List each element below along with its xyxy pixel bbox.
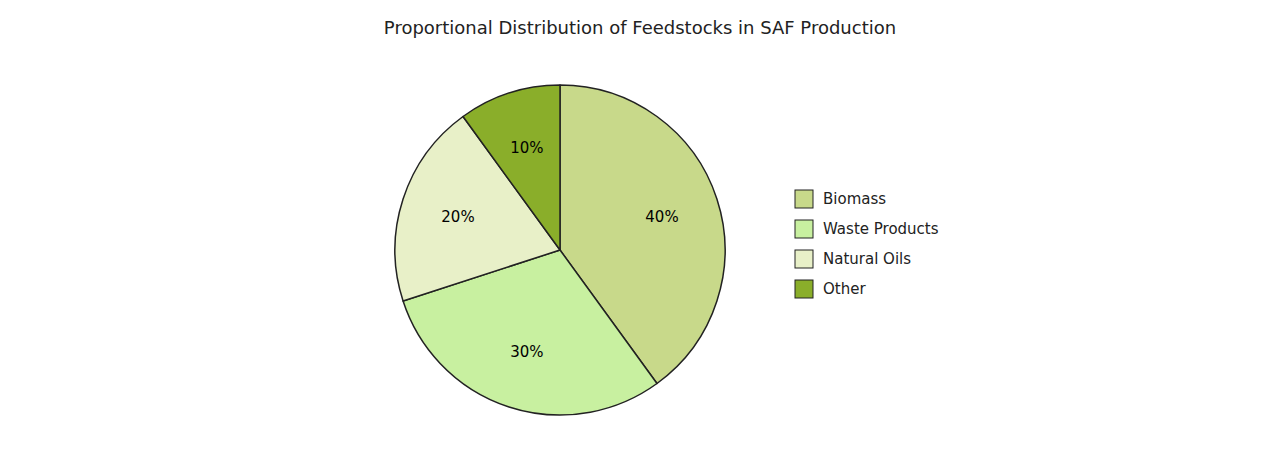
- data-label: 10%: [510, 139, 543, 157]
- legend-swatch: [795, 220, 813, 238]
- pie-slice: [463, 85, 560, 250]
- chart-container: Proportional Distribution of Feedstocks …: [0, 0, 1280, 450]
- legend-label: Waste Products: [823, 220, 939, 238]
- legend-swatch: [795, 280, 813, 298]
- legend-label: Biomass: [823, 190, 886, 208]
- data-labels: 40% 30% 20% 10%: [441, 139, 678, 361]
- chart-svg: Proportional Distribution of Feedstocks …: [0, 0, 1280, 450]
- title: Proportional Distribution of Feedstocks …: [384, 17, 896, 38]
- legend: Biomass Waste Products Natural Oils Other: [795, 190, 939, 298]
- pie: [395, 85, 725, 415]
- legend-label: Natural Oils: [823, 250, 911, 268]
- legend-label: Other: [823, 280, 866, 298]
- data-label: 20%: [441, 208, 474, 226]
- background: [0, 0, 1280, 450]
- data-label: 40%: [645, 208, 678, 226]
- legend-swatch: [795, 250, 813, 268]
- legend-swatch: [795, 190, 813, 208]
- data-label: 30%: [510, 343, 543, 361]
